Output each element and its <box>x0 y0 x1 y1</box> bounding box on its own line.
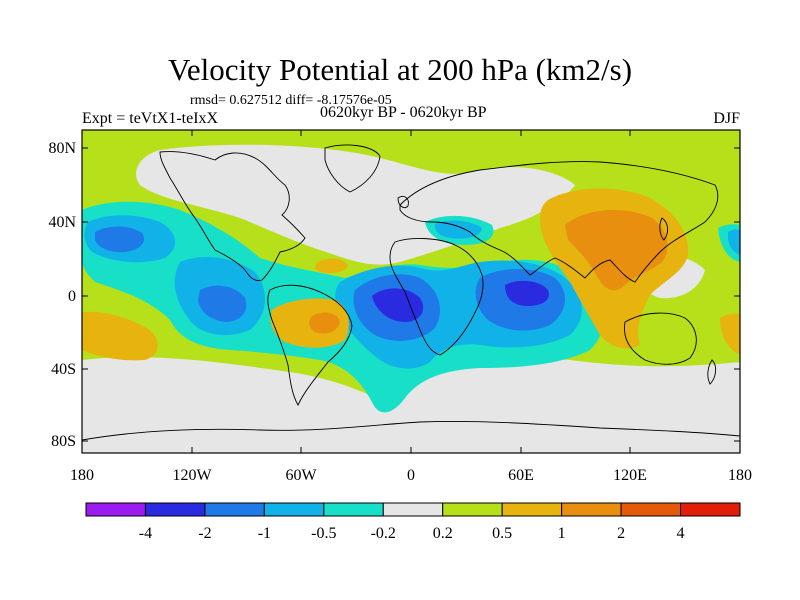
colorbar-swatch <box>382 502 444 517</box>
contour-field <box>82 130 740 453</box>
lon-label-180-west: 180 <box>70 467 94 484</box>
neg-1-america <box>198 285 247 322</box>
coast-africa <box>389 238 484 356</box>
colorbar-label: -4 <box>139 525 152 542</box>
colorbar-swatch <box>442 502 503 517</box>
colorbar-swatch <box>263 502 325 517</box>
coast-uk <box>397 195 409 209</box>
pos-1-asia <box>565 209 668 291</box>
neg-2-atlantic-core <box>372 288 424 322</box>
colorbar-label: -2 <box>198 525 211 542</box>
colorbar-swatch <box>620 502 682 517</box>
coast-australia <box>624 312 697 365</box>
lat-label-80n: 80N <box>48 140 76 157</box>
coast-antarctica <box>82 421 740 441</box>
colorbar-labels: -4 -2 -1 -0.5 -0.2 0.2 0.5 1 2 4 <box>139 525 685 542</box>
lon-label-60e: 60E <box>508 467 534 484</box>
coast-new-zealand <box>707 359 717 385</box>
colorbar-swatch <box>204 502 265 517</box>
lon-label-180-east: 180 <box>728 467 752 484</box>
colorbar-label: -0.5 <box>311 525 336 542</box>
lon-label-0: 0 <box>407 467 415 484</box>
colorbar-label: -1 <box>258 525 271 542</box>
lon-label-120e: 120E <box>613 467 647 484</box>
colorbar-swatch <box>85 502 146 517</box>
pos-05-north-pacific <box>315 258 348 274</box>
pos-05-dateline-south <box>720 313 740 355</box>
colorbar-label: 4 <box>677 525 685 542</box>
coast-north-america <box>159 151 306 281</box>
colorbar-swatch <box>680 502 741 517</box>
coast-greenland <box>324 144 381 193</box>
colorbar-label: 2 <box>617 525 625 542</box>
lon-label-120w: 120W <box>172 467 212 484</box>
lon-label-60w: 60W <box>285 467 317 484</box>
neutral-region-south <box>82 351 740 453</box>
colorbar-swatch <box>323 502 384 517</box>
lat-label-0: 0 <box>68 288 76 305</box>
neg-2-indian-core <box>505 280 549 306</box>
coast-south-america <box>267 284 353 406</box>
colorbar-label: -0.2 <box>371 525 396 542</box>
colorbar <box>85 502 741 517</box>
coast-eurasia <box>399 161 719 283</box>
lat-label-40s: 40S <box>51 361 76 378</box>
season-label: DJF <box>713 110 740 127</box>
lat-tick-marks <box>82 147 740 442</box>
colorbar-swatch <box>501 502 563 517</box>
coast-japan <box>659 217 669 241</box>
neg-05-europe <box>434 220 482 239</box>
experiment-label: Expt = teVtX1-teIxX <box>82 110 219 127</box>
neg-05-dateline <box>727 229 740 255</box>
coastlines <box>82 144 740 441</box>
map-title: Velocity Potential at 200 hPa (km2/s) <box>167 52 633 87</box>
lon-tick-marks <box>81 130 741 453</box>
pos-1-south-america <box>309 312 340 334</box>
colorbar-swatch <box>144 502 206 517</box>
colorbar-label: 1 <box>558 525 566 542</box>
pos-05-south-pacific <box>82 311 158 361</box>
colorbar-label: 0.5 <box>492 525 512 542</box>
stats-text: rmsd= 0.627512 diff= -8.17576e-05 <box>190 93 392 108</box>
lat-label-40n: 40N <box>48 214 76 231</box>
colorbar-label: 0.2 <box>433 525 453 542</box>
lat-label-80s: 80S <box>51 433 76 450</box>
colorbar-swatch <box>561 502 622 517</box>
neg-1-pacific-north <box>95 226 145 253</box>
period-label: 0620kyr BP - 0620kyr BP <box>320 104 487 121</box>
